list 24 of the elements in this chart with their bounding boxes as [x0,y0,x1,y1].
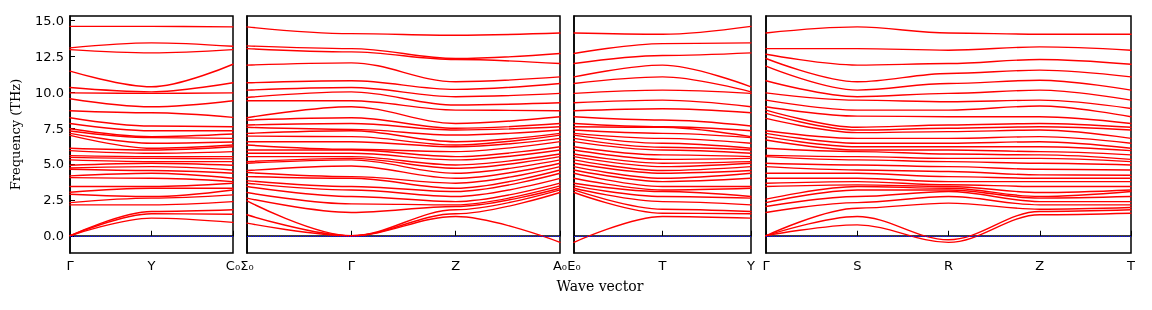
x-tick-label: Σ₀ [240,258,254,273]
y-tick-label: 15.0 [35,12,64,28]
y-tick-label: 12.5 [35,48,64,64]
x-tick-label: T [657,258,667,273]
x-tick-label: Γ [347,258,356,273]
x-tick-label: S [853,258,862,273]
x-tick-label: T [1126,258,1136,273]
x-axis-title: Wave vector [555,278,645,294]
x-tick-label: Γ [66,258,75,273]
x-tick-label: C₀ [225,258,241,273]
y-tick-label: 5.0 [43,156,64,172]
x-tick-label: E₀ [567,258,581,273]
x-tick-label: Y [146,258,156,273]
x-tick-label: Z [451,258,461,273]
x-tick-label: R [943,258,954,273]
y-tick-label: 7.5 [43,120,64,136]
y-tick-label: 0.0 [43,228,64,244]
x-tick-label: Z [1035,258,1045,273]
x-tick-label: Γ [762,258,771,273]
x-tick-label: Y [746,258,756,273]
x-tick-label: A₀ [552,258,568,273]
y-tick-label: 2.5 [43,192,64,208]
y-tick-label: 10.0 [35,84,64,100]
y-axis-title: Frequency (THz) [8,78,23,191]
